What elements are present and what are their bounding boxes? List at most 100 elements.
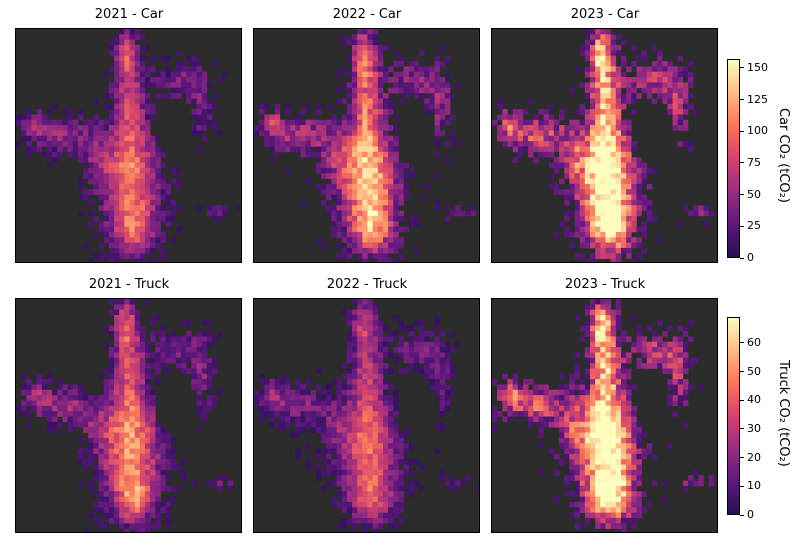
heatmap-cell [662, 61, 668, 67]
heatmap-cell [564, 157, 570, 163]
heatmap-cell [144, 205, 151, 211]
heatmap-cell [352, 34, 358, 40]
heatmap-cell [134, 87, 141, 94]
heatmap-cell [114, 507, 120, 513]
heatmap-cell [36, 384, 43, 391]
heatmap-cell [408, 66, 415, 73]
heatmap-cell [134, 384, 141, 391]
heatmap-cell [419, 352, 425, 359]
heatmap-cell [315, 135, 322, 142]
heatmap-cell [98, 173, 105, 179]
heatmap-cell [497, 103, 503, 110]
heatmap-cell [615, 411, 622, 417]
heatmap-cell [269, 119, 275, 126]
heatmap-cell [98, 189, 105, 195]
heatmap-cell [398, 215, 404, 222]
heatmap-cell [377, 352, 384, 359]
heatmap-cell [108, 151, 115, 158]
heatmap-cell [372, 189, 379, 195]
heatmap-cell [124, 437, 130, 444]
heatmap-cell [129, 98, 135, 105]
heatmap-cell [419, 341, 425, 348]
heatmap-cell [388, 384, 394, 391]
heatmap-cell [181, 61, 187, 67]
heatmap-cell [610, 77, 617, 83]
heatmap-cell [615, 66, 622, 73]
heatmap-cell [377, 253, 384, 259]
heatmap-cell [626, 82, 632, 89]
heatmap-cell [388, 205, 394, 211]
heatmap-cell [196, 82, 203, 89]
heatmap-cell [165, 501, 172, 508]
heatmap-cell [124, 523, 130, 529]
heatmap-cell [651, 341, 658, 348]
heatmap-cell [605, 336, 611, 343]
heatmap-cell [408, 221, 415, 227]
heatmap-cell [408, 352, 415, 359]
heatmap-cell [403, 357, 410, 364]
heatmap-cell [52, 151, 58, 158]
heatmap-cell [367, 55, 373, 62]
heatmap-cell [331, 189, 337, 195]
heatmap-cell [600, 226, 606, 233]
heatmap-cell [579, 389, 586, 396]
heatmap-cell [419, 71, 425, 78]
heatmap-cell [434, 373, 441, 380]
heatmap-cell [88, 432, 94, 439]
heatmap-cell [352, 309, 358, 316]
heatmap-cell [124, 221, 130, 227]
heatmap-cell [595, 384, 601, 391]
heatmap-cell [129, 130, 135, 137]
heatmap-cell [83, 146, 89, 153]
heatmap-cell [119, 34, 125, 40]
heatmap-cell [103, 459, 110, 465]
heatmap-cell [403, 464, 410, 471]
heatmap-cell [362, 210, 368, 217]
heatmap-cell [155, 194, 161, 201]
heatmap-cell [52, 135, 58, 142]
heatmap-cell [284, 400, 291, 407]
heatmap-cell [326, 173, 332, 179]
heatmap-cell [408, 325, 415, 332]
heatmap-cell [362, 528, 368, 532]
heatmap-cell [579, 523, 586, 529]
heatmap-cell [393, 226, 399, 233]
heatmap-cell [600, 247, 606, 254]
heatmap-cell [52, 125, 58, 131]
heatmap-cell [574, 448, 581, 455]
heatmap-cell [129, 432, 135, 439]
heatmap-cell [357, 421, 363, 428]
heatmap-cell [357, 93, 363, 99]
heatmap-cell [144, 237, 151, 243]
heatmap-cell [626, 242, 632, 249]
heatmap-cell [631, 61, 637, 67]
heatmap-cell [620, 215, 627, 222]
heatmap-cell [693, 357, 699, 364]
heatmap-cell [367, 331, 373, 337]
heatmap-cell [62, 109, 68, 115]
heatmap-cell [636, 253, 642, 259]
heatmap-cell [98, 183, 105, 190]
heatmap-cell [605, 114, 611, 121]
heatmap-cell [579, 336, 586, 343]
heatmap-cell [590, 405, 596, 412]
heatmap-cell [388, 336, 394, 343]
heatmap-cell [357, 496, 363, 503]
heatmap-cell [114, 368, 120, 375]
heatmap-cell [321, 135, 327, 142]
heatmap-cell [372, 405, 379, 412]
heatmap-cell [352, 432, 358, 439]
heatmap-cell [186, 98, 192, 105]
heatmap-cell [522, 135, 529, 142]
heatmap-cell [688, 384, 694, 391]
heatmap-cell [605, 125, 611, 131]
heatmap-cell [165, 77, 172, 83]
heatmap-cell [108, 384, 115, 391]
heatmap-cell [620, 421, 627, 428]
heatmap-cell [393, 50, 399, 56]
heatmap-cell [610, 146, 617, 153]
heatmap-cell [388, 485, 394, 492]
heatmap-cell [326, 448, 332, 455]
heatmap-cell [682, 71, 689, 78]
heatmap-cell [372, 103, 379, 110]
